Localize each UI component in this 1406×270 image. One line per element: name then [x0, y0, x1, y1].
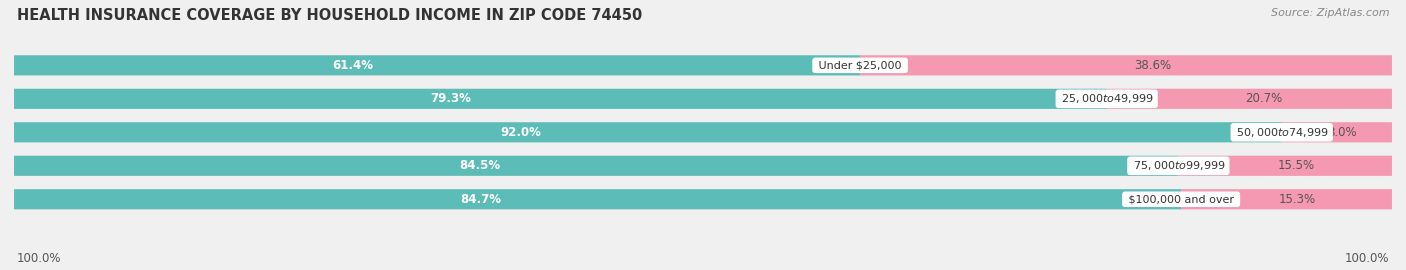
Text: $25,000 to $49,999: $25,000 to $49,999: [1059, 92, 1156, 105]
Text: 84.7%: 84.7%: [460, 193, 502, 206]
FancyBboxPatch shape: [1282, 122, 1392, 142]
Text: 100.0%: 100.0%: [1344, 252, 1389, 265]
Text: $100,000 and over: $100,000 and over: [1125, 194, 1237, 204]
FancyBboxPatch shape: [1107, 89, 1392, 109]
Text: 79.3%: 79.3%: [430, 92, 471, 105]
FancyBboxPatch shape: [14, 122, 1392, 142]
Text: 100.0%: 100.0%: [17, 252, 62, 265]
FancyBboxPatch shape: [14, 189, 1181, 209]
FancyBboxPatch shape: [14, 156, 1178, 176]
Text: 15.5%: 15.5%: [1277, 159, 1315, 172]
Text: 15.3%: 15.3%: [1278, 193, 1316, 206]
Text: 61.4%: 61.4%: [332, 59, 373, 72]
FancyBboxPatch shape: [14, 156, 1392, 176]
Text: 84.5%: 84.5%: [460, 159, 501, 172]
Text: $50,000 to $74,999: $50,000 to $74,999: [1233, 126, 1330, 139]
FancyBboxPatch shape: [14, 89, 1392, 109]
FancyBboxPatch shape: [14, 55, 860, 75]
FancyBboxPatch shape: [14, 55, 1392, 75]
Text: HEALTH INSURANCE COVERAGE BY HOUSEHOLD INCOME IN ZIP CODE 74450: HEALTH INSURANCE COVERAGE BY HOUSEHOLD I…: [17, 8, 643, 23]
Text: Source: ZipAtlas.com: Source: ZipAtlas.com: [1271, 8, 1389, 18]
Text: Under $25,000: Under $25,000: [815, 60, 905, 70]
FancyBboxPatch shape: [860, 55, 1392, 75]
Text: 92.0%: 92.0%: [501, 126, 541, 139]
Text: 20.7%: 20.7%: [1244, 92, 1282, 105]
FancyBboxPatch shape: [14, 122, 1282, 142]
FancyBboxPatch shape: [14, 189, 1392, 209]
FancyBboxPatch shape: [1181, 189, 1392, 209]
Text: 8.0%: 8.0%: [1327, 126, 1357, 139]
FancyBboxPatch shape: [14, 89, 1107, 109]
FancyBboxPatch shape: [1178, 156, 1392, 176]
Text: 38.6%: 38.6%: [1135, 59, 1171, 72]
Text: $75,000 to $99,999: $75,000 to $99,999: [1130, 159, 1226, 172]
